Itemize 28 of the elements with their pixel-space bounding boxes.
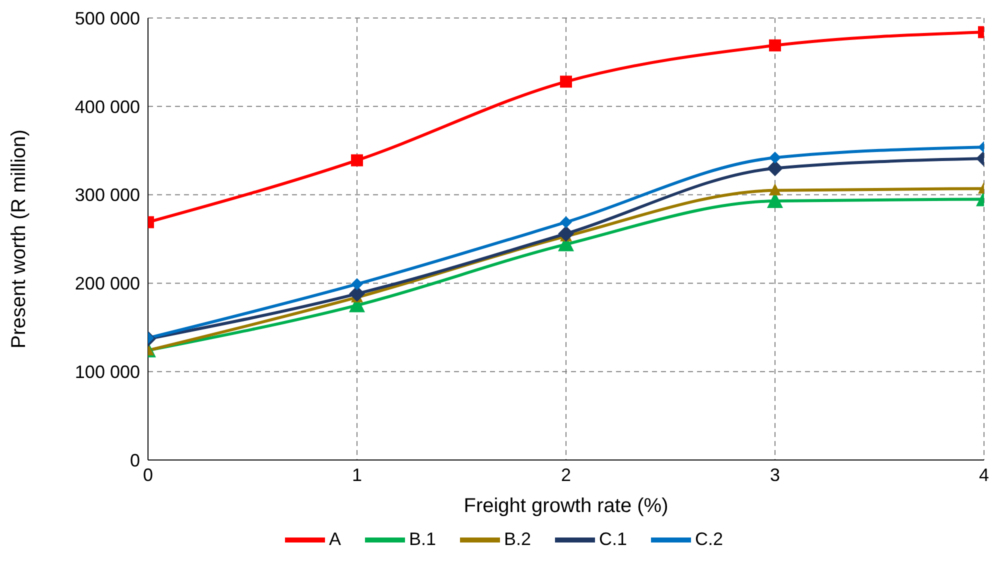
y-axis-title: Present worth (R million) (8, 130, 30, 348)
point (558, 226, 574, 242)
x-tick-label: 0 (142, 464, 154, 485)
legend-label: B.1 (408, 528, 436, 549)
x-tick-label: 4 (978, 464, 990, 485)
legend-label: B.2 (504, 528, 532, 549)
point (351, 154, 363, 166)
legend-label: C.1 (599, 528, 628, 549)
y-tick-label: 100 000 (74, 362, 140, 382)
legend-label: A (328, 528, 341, 549)
x-tick-label: 2 (560, 464, 572, 485)
y-tick-label: 300 000 (74, 185, 140, 206)
y-tick-label: 500 000 (74, 8, 140, 28)
point (769, 152, 781, 164)
point (767, 160, 783, 176)
x-axis-title: Freight growth rate (%) (464, 495, 668, 517)
y-tick-label: 200 000 (74, 274, 140, 294)
point (351, 278, 363, 290)
point (349, 286, 365, 302)
point (560, 216, 572, 228)
point (769, 183, 781, 196)
y-tick-label: 400 000 (74, 96, 140, 117)
point (769, 39, 781, 52)
y-tick-label: 0 (130, 450, 140, 470)
legend-label: C.2 (695, 528, 724, 549)
point (560, 76, 572, 88)
x-tick-label: 1 (352, 464, 362, 485)
x-tick-label: 3 (770, 464, 780, 485)
